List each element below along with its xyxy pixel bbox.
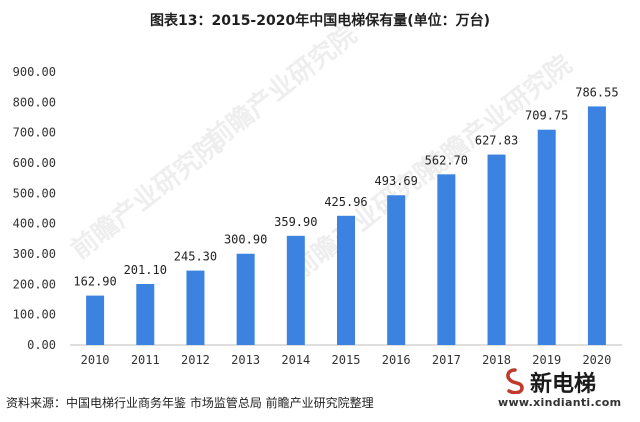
y-tick-label: 0.00 [27,338,56,352]
x-tick-label: 2016 [382,353,411,367]
bar-2011 [136,283,155,345]
brand-mark-icon [506,368,524,394]
value-label: 162.90 [73,275,116,289]
x-tick-label: 2014 [281,353,310,367]
x-tick-label: 2020 [582,353,611,367]
y-tick-label: 500.00 [13,186,56,200]
x-tick-label: 2019 [532,353,561,367]
value-label: 493.69 [375,174,418,188]
value-label: 709.75 [525,109,568,123]
bar-2019 [537,129,556,345]
y-tick-label: 100.00 [13,308,56,322]
watermark-text-1: 前瞻产业研究院 [200,19,363,155]
brand-logo: 新电梯 www.xindianti.com [498,366,638,418]
bar-2012 [186,270,205,345]
brand-url: www.xindianti.com [498,396,622,409]
value-label: 245.30 [174,250,217,264]
y-tick-label: 900.00 [13,65,56,79]
x-axis: 2010 2011 2012 2013 2014 2015 2016 2017 2018 2019… [81,353,612,367]
value-label: 359.90 [274,215,317,229]
y-tick-label: 800.00 [13,95,56,109]
bar-2013 [236,253,255,345]
x-tick-label: 2017 [432,353,461,367]
bar-2015 [337,215,355,345]
y-tick-label: 200.00 [13,277,56,291]
chart-title: 图表13：2015-2020年中国电梯保有量(单位：万台) [149,13,491,29]
bars [86,106,606,345]
value-label: 300.90 [224,233,267,247]
value-label: 562.70 [425,153,468,167]
value-labels: 162.90 201.10 245.30 300.90 359.90 425.96 493.… [73,85,618,288]
bar-2017 [437,174,456,345]
value-label: 201.10 [124,263,167,277]
y-axis: 0.00 100.00 200.00 300.00 400.00 500.00 600.00… [13,65,56,352]
y-tick-label: 300.00 [13,247,56,261]
bar-2018 [487,154,506,345]
bar-2010 [86,295,105,345]
y-tick-label: 600.00 [13,156,56,170]
value-label: 786.55 [575,85,618,99]
watermark-text-3: 前瞻产业研究院 [65,129,228,265]
x-tick-label: 2012 [181,353,210,367]
y-tick-label: 700.00 [13,126,56,140]
value-label: 425.96 [324,195,367,209]
y-tick-label: 400.00 [13,217,56,231]
x-tick-label: 2011 [131,353,160,367]
bar-2014 [286,235,305,345]
x-tick-label: 2015 [332,353,361,367]
x-tick-label: 2013 [231,353,260,367]
x-tick-label: 2010 [81,353,110,367]
bar-2020 [587,106,606,345]
brand-name: 新电梯 [530,372,597,397]
bar-2016 [387,195,406,345]
value-label: 627.83 [475,134,518,148]
x-tick-label: 2018 [482,353,511,367]
source-note: 资料来源：中国电梯行业商务年鉴 市场监管总局 前瞻产业研究院整理 [6,396,374,410]
